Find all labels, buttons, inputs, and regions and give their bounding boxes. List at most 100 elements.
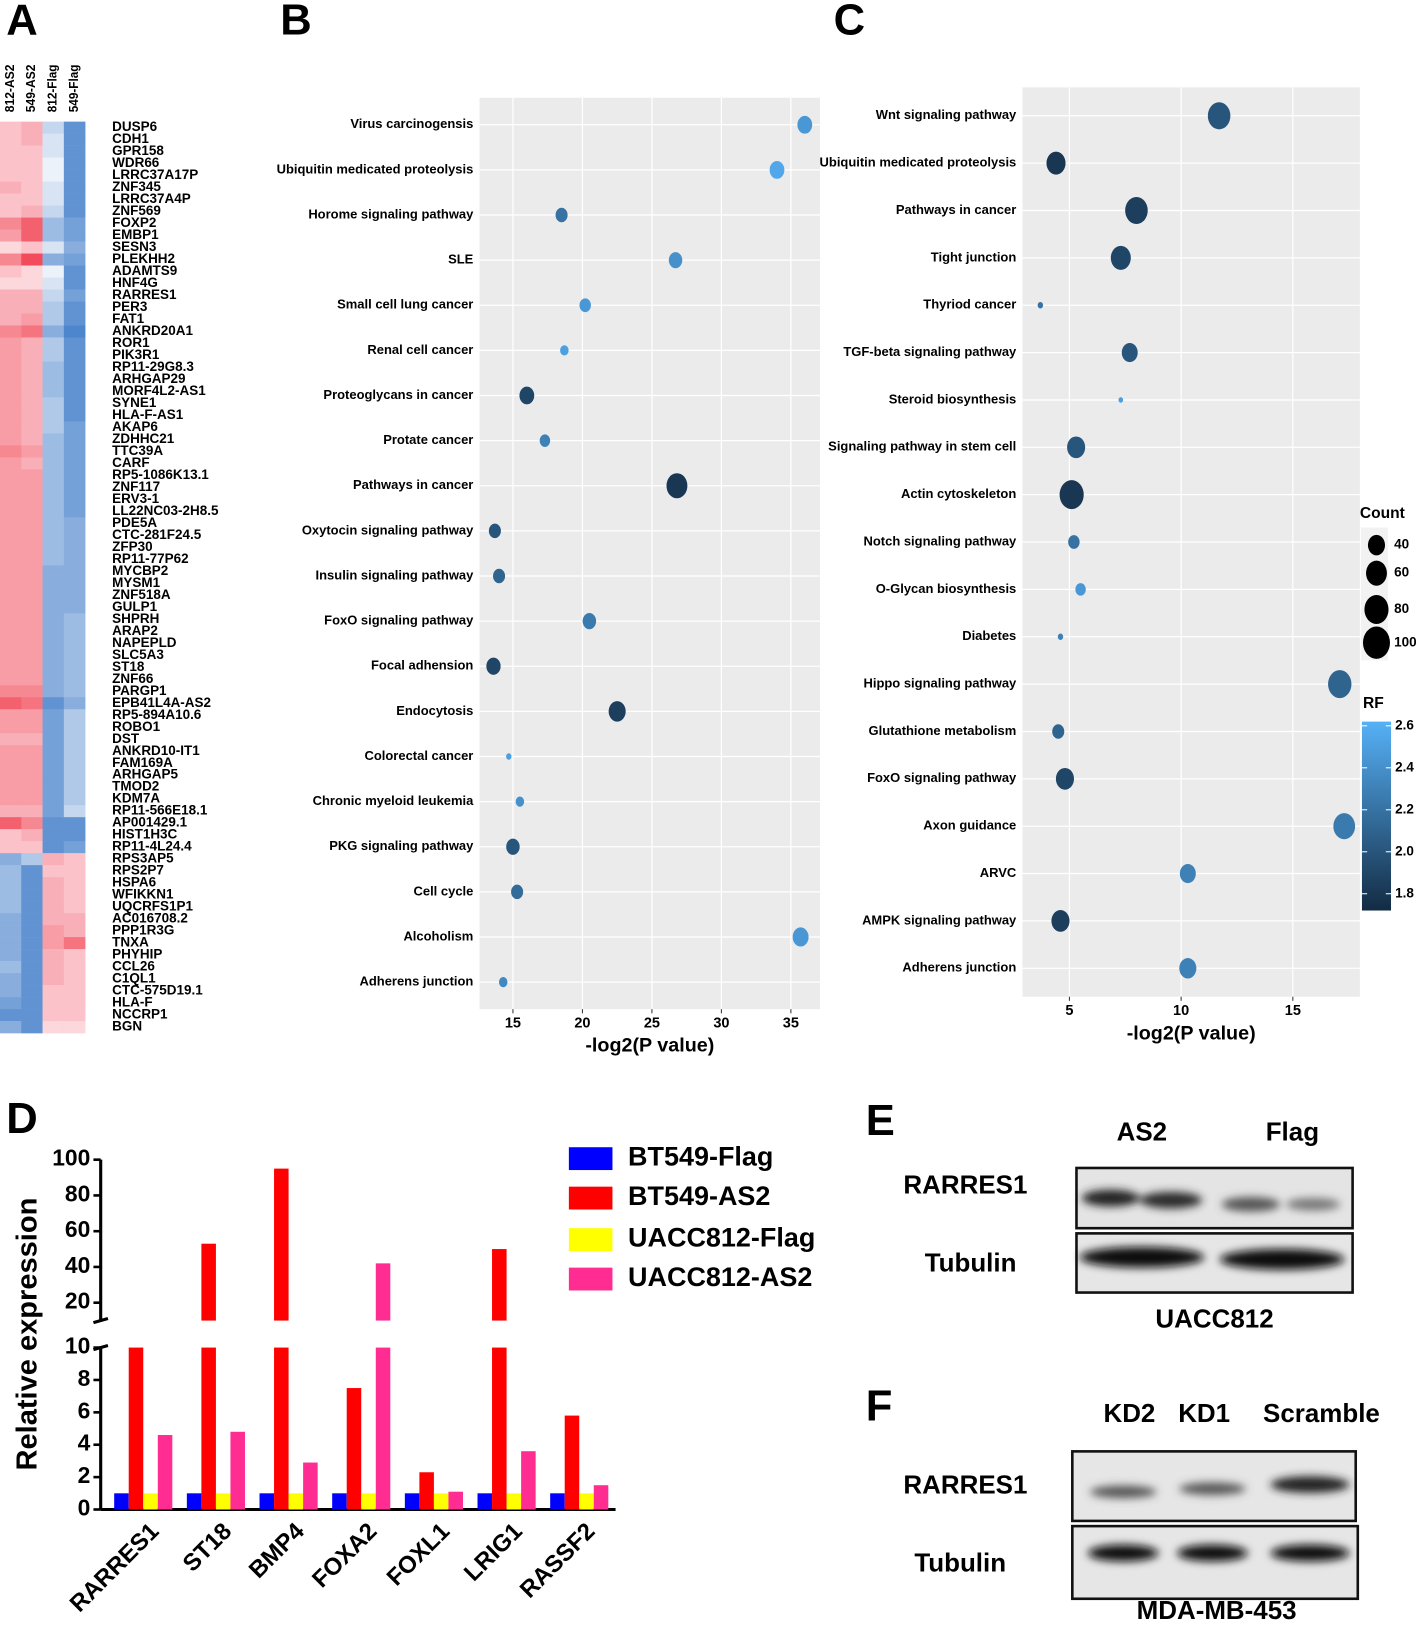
category-label: Alcoholism <box>403 928 473 943</box>
row-label: AC016708.2 <box>112 911 188 926</box>
heat-cell <box>63 577 86 590</box>
legend-swatch <box>568 1186 613 1210</box>
legend-dot <box>1366 560 1387 586</box>
heat-cell <box>0 721 22 734</box>
heat-cell <box>21 733 43 746</box>
heat-cell <box>21 757 43 770</box>
row-label: SESN3 <box>112 239 157 254</box>
heat-cell <box>63 901 86 914</box>
lane-label: Flag <box>1266 1119 1319 1147</box>
heat-cell <box>21 289 43 302</box>
legend-swatch <box>568 1267 613 1291</box>
heat-cell <box>42 181 65 194</box>
row-label: CDH1 <box>112 131 149 146</box>
heat-cell <box>42 361 65 374</box>
heat-cell <box>42 277 65 290</box>
row-label: RARRES1 <box>903 1472 1027 1500</box>
heat-cell <box>42 961 65 974</box>
y-tick-label: 100 <box>52 1145 90 1171</box>
x-tick-label: RASSF2 <box>515 1518 601 1604</box>
heat-cell <box>42 289 65 302</box>
heat-cell <box>0 865 22 878</box>
heat-cell <box>0 877 22 890</box>
category-label: FoxO signaling pathway <box>867 770 1017 785</box>
row-label: DUSP6 <box>112 119 157 134</box>
heat-cell <box>42 157 65 170</box>
heat-cell <box>42 841 65 854</box>
heat-cell <box>42 217 65 230</box>
heat-cell <box>0 625 22 638</box>
heat-cell <box>0 637 22 650</box>
heat-cell <box>63 949 86 962</box>
column-label: 549-Flag <box>67 65 81 113</box>
panel-label: B <box>280 0 311 45</box>
heat-cell <box>0 289 22 302</box>
legend-label: BT549-AS2 <box>628 1181 770 1211</box>
category-label: AMPK signaling pathway <box>862 912 1017 927</box>
heat-cell <box>63 541 86 554</box>
heat-cell <box>21 385 43 398</box>
heat-cell <box>63 361 86 374</box>
category-label: Insulin signaling pathway <box>316 567 475 582</box>
category-label: Signaling pathway in stem cell <box>828 439 1016 454</box>
heat-cell <box>21 133 43 146</box>
row-label: CARF <box>112 455 149 470</box>
heat-cell <box>21 925 43 938</box>
heat-cell <box>42 421 65 434</box>
category-label: Steroid biosynthesis <box>889 391 1017 406</box>
heat-cell <box>63 937 86 950</box>
bar <box>143 1493 158 1510</box>
dot <box>1179 863 1196 884</box>
heat-cell <box>21 433 43 446</box>
row-label: PDE5A <box>112 515 157 530</box>
heat-cell <box>63 481 86 494</box>
band <box>1219 1248 1345 1270</box>
heat-cell <box>63 241 86 254</box>
heat-cell <box>63 709 86 722</box>
heat-cell <box>21 277 43 290</box>
heat-cell <box>63 301 86 314</box>
heat-cell <box>63 229 86 242</box>
row-label: ROR1 <box>112 335 150 350</box>
band <box>1079 1246 1205 1268</box>
heat-cell <box>63 829 86 842</box>
row-label: NAPEPLD <box>112 635 177 650</box>
dot <box>1118 397 1124 403</box>
heat-cell <box>63 973 86 986</box>
dot <box>560 345 569 356</box>
heat-cell <box>63 625 86 638</box>
bar <box>433 1493 449 1510</box>
heat-cell <box>21 709 43 722</box>
heat-cell <box>63 505 86 518</box>
heat-cell <box>63 493 86 506</box>
heat-cell <box>0 337 22 350</box>
heat-cell <box>0 493 22 506</box>
heat-cell <box>42 121 65 134</box>
row-label: RARRES1 <box>112 287 177 302</box>
heat-cell <box>63 373 86 386</box>
lane-label: Scramble <box>1263 1400 1380 1428</box>
category-label: Diabetes <box>962 628 1016 643</box>
heat-cell <box>63 253 86 266</box>
heat-cell <box>42 529 65 542</box>
band <box>1081 1189 1140 1207</box>
row-label: KDM7A <box>112 791 160 806</box>
bar <box>128 1347 144 1510</box>
legend-swatch <box>568 1228 613 1252</box>
heat-cell <box>0 709 22 722</box>
heat-cell <box>21 745 43 758</box>
bar <box>579 1493 594 1510</box>
y-tick-label: 2 <box>78 1462 91 1488</box>
heat-cell <box>0 385 22 398</box>
heat-cell <box>21 505 43 518</box>
heat-cell <box>42 517 65 530</box>
dot <box>506 838 520 855</box>
heat-cell <box>63 181 86 194</box>
row-label: PARGP1 <box>112 683 167 698</box>
heat-cell <box>63 517 86 530</box>
heat-cell <box>0 973 22 986</box>
legend-label: 2.2 <box>1395 801 1414 816</box>
heat-cell <box>0 733 22 746</box>
row-label: RPS3AP5 <box>112 851 174 866</box>
heat-cell <box>0 409 22 422</box>
